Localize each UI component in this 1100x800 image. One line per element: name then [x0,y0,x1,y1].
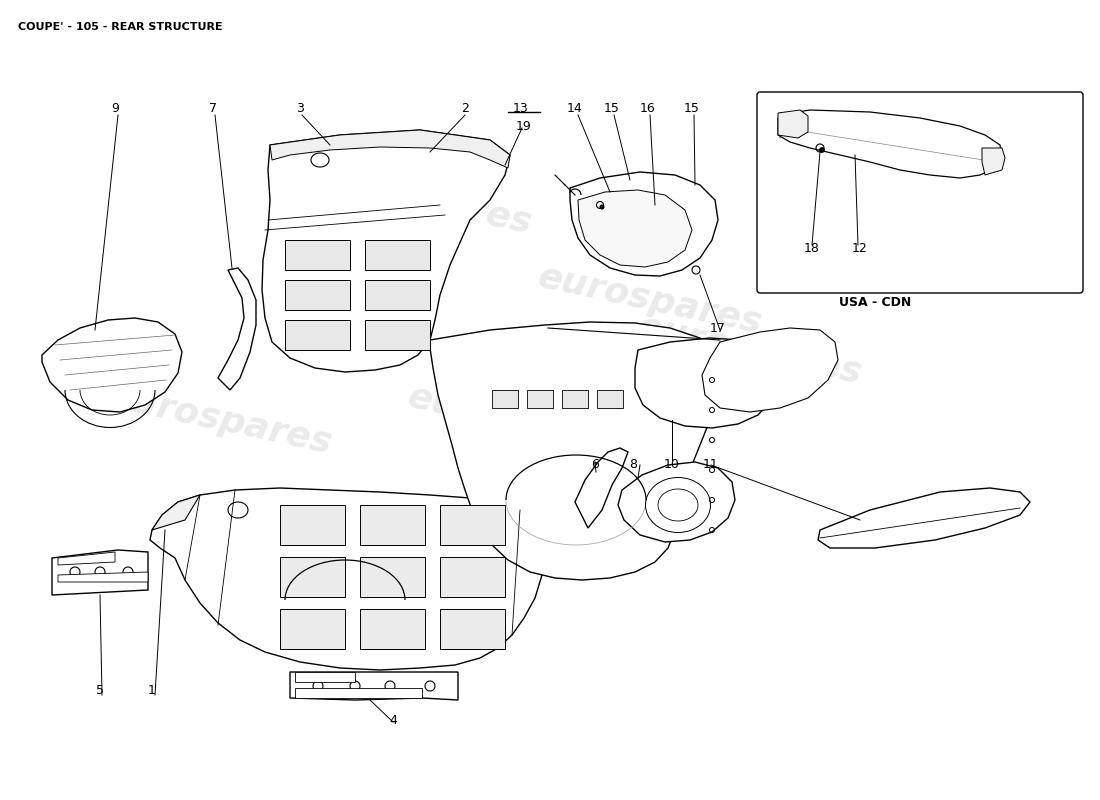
Polygon shape [262,130,510,372]
Text: eurospares: eurospares [535,260,766,340]
Text: USA - CDN: USA - CDN [839,295,911,309]
Text: 13: 13 [513,102,529,114]
Polygon shape [492,390,518,408]
Polygon shape [218,268,256,390]
Polygon shape [285,280,350,310]
Polygon shape [818,488,1030,548]
Text: eurospares: eurospares [635,310,866,390]
Polygon shape [280,609,345,649]
Polygon shape [150,488,544,670]
Polygon shape [290,672,458,700]
Polygon shape [152,495,200,530]
Polygon shape [702,328,838,412]
Text: 6: 6 [591,458,598,471]
Text: 2: 2 [461,102,469,114]
Text: 3: 3 [296,102,304,114]
Polygon shape [58,572,148,582]
Text: 9: 9 [111,102,119,114]
Polygon shape [618,462,735,542]
Text: eurospares: eurospares [104,380,336,460]
Polygon shape [42,318,182,412]
Polygon shape [635,338,778,428]
Text: 15: 15 [604,102,620,114]
Polygon shape [360,505,425,545]
Text: COUPE' - 105 - REAR STRUCTURE: COUPE' - 105 - REAR STRUCTURE [18,22,222,32]
Polygon shape [527,390,553,408]
Polygon shape [285,240,350,270]
Polygon shape [440,557,505,597]
Polygon shape [270,130,510,168]
Text: 8: 8 [629,458,637,471]
Polygon shape [280,557,345,597]
Polygon shape [295,672,355,682]
Text: 7: 7 [209,102,217,114]
Polygon shape [58,552,116,565]
Text: eurospares: eurospares [405,380,636,460]
Polygon shape [430,322,722,580]
Polygon shape [578,190,692,267]
Text: 11: 11 [703,458,719,471]
Polygon shape [597,390,623,408]
Polygon shape [360,557,425,597]
Text: 12: 12 [852,242,868,254]
Text: 5: 5 [96,683,104,697]
FancyBboxPatch shape [757,92,1084,293]
Polygon shape [575,448,628,528]
Polygon shape [778,110,1002,178]
Polygon shape [365,240,430,270]
Text: 15: 15 [684,102,700,114]
Polygon shape [365,280,430,310]
Polygon shape [562,390,588,408]
Text: eurospares: eurospares [305,160,536,240]
Polygon shape [52,550,148,595]
Text: 18: 18 [804,242,820,254]
Polygon shape [280,505,345,545]
Text: 14: 14 [568,102,583,114]
Polygon shape [285,320,350,350]
Text: 10: 10 [664,458,680,471]
Polygon shape [778,110,808,138]
Polygon shape [570,172,718,276]
Polygon shape [440,609,505,649]
Polygon shape [982,148,1005,175]
Text: 17: 17 [711,322,726,334]
Polygon shape [360,609,425,649]
Text: 19: 19 [516,121,532,134]
Polygon shape [295,688,422,698]
Text: 1: 1 [148,683,156,697]
Text: 4: 4 [389,714,397,726]
Text: 16: 16 [640,102,656,114]
Polygon shape [440,505,505,545]
Polygon shape [365,320,430,350]
